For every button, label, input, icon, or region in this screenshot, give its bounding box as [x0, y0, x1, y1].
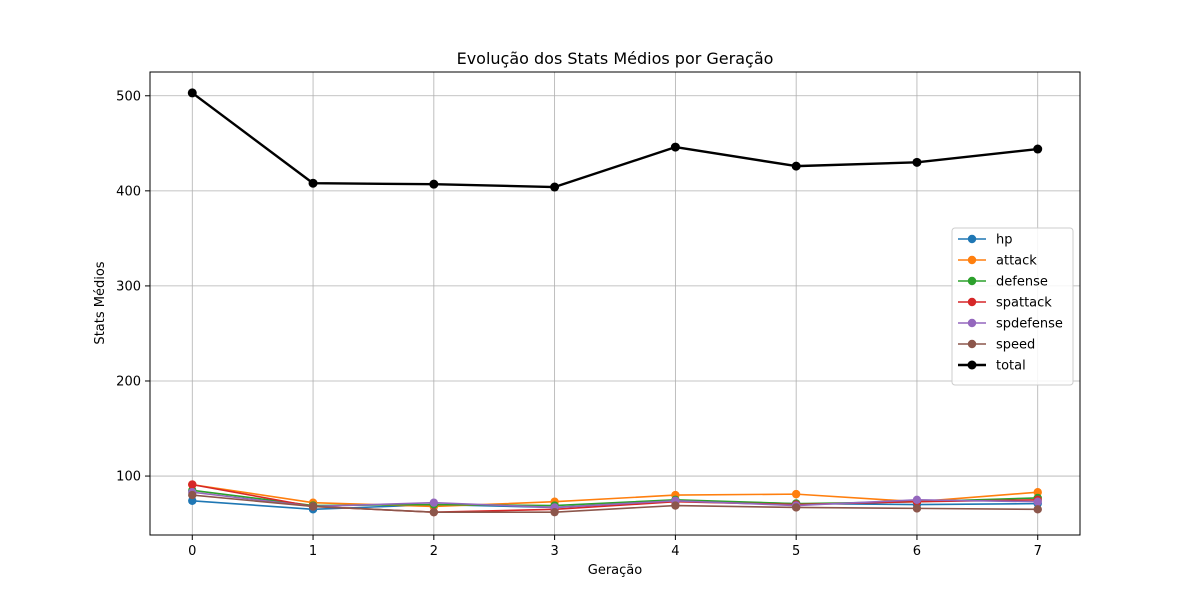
legend-label: total	[996, 359, 1026, 374]
x-tick-label: 6	[913, 544, 921, 559]
series-line-total	[191, 91, 1038, 189]
chart-title: Evolução dos Stats Médios por Geração	[457, 49, 774, 68]
legend-label: spdefense	[996, 317, 1063, 332]
legend-label: attack	[996, 254, 1037, 269]
data-point-total	[187, 88, 197, 98]
legend-item-spdefense: spdefense	[958, 317, 1063, 332]
data-point-total	[550, 182, 560, 192]
legend-swatch-marker	[967, 318, 977, 328]
y-tick-label: 500	[116, 89, 141, 104]
data-point-total	[429, 179, 439, 189]
series-speed	[188, 490, 1042, 517]
data-point-speed	[912, 504, 922, 513]
axis-ticks: 0 1 2 3 4 5 6 7 100 200 300 400 500	[116, 89, 1042, 559]
data-point-spdefense	[1033, 497, 1042, 506]
x-tick-label: 2	[430, 544, 438, 559]
y-tick-label: 200	[116, 374, 141, 389]
y-tick-label: 300	[116, 279, 141, 294]
series-line-spdefense	[192, 491, 1038, 509]
legend-label: defense	[996, 275, 1048, 290]
series-total	[187, 88, 1043, 192]
data-point-attack	[791, 489, 801, 499]
legend-label: hp	[996, 233, 1013, 248]
data-point-speed	[671, 501, 680, 510]
legend-item-total: total	[958, 359, 1026, 374]
legend-item-attack: attack	[958, 254, 1037, 269]
data-point-total	[1033, 144, 1043, 154]
data-point-total	[791, 161, 801, 171]
data-point-speed	[308, 502, 318, 511]
x-tick-label: 1	[309, 544, 317, 559]
x-tick-label: 4	[671, 544, 679, 559]
data-point-speed	[1033, 505, 1042, 514]
legend-label: speed	[996, 338, 1035, 353]
y-axis-label: Stats Médios	[93, 261, 108, 344]
legend-swatch-marker	[967, 360, 977, 370]
x-tick-label: 7	[1034, 544, 1042, 559]
y-tick-label: 400	[116, 184, 141, 199]
y-tick-label: 100	[116, 470, 141, 485]
x-tick-label: 5	[792, 544, 800, 559]
legend-item-spattack: spattack	[958, 296, 1052, 311]
legend-item-defense: defense	[958, 275, 1048, 290]
data-point-total	[912, 157, 922, 167]
data-point-spdefense	[912, 495, 922, 505]
legend-swatch-marker	[967, 255, 977, 265]
x-tick-label: 0	[188, 544, 196, 559]
data-point-spattack	[188, 480, 197, 489]
data-point-speed	[188, 490, 197, 500]
legend-item-hp: hp	[958, 233, 1013, 248]
data-point-total	[670, 142, 680, 152]
plot-frame	[149, 71, 1081, 536]
legend-swatch-marker	[967, 276, 977, 286]
legend-item-speed: speed	[958, 338, 1035, 353]
series-group	[187, 88, 1043, 517]
data-point-speed	[550, 507, 559, 517]
legend-box	[951, 227, 1074, 386]
x-tick-label: 3	[550, 544, 558, 559]
data-point-spdefense	[429, 498, 439, 507]
legend: hp attack defense spattack spdefense speed tot…	[951, 227, 1074, 386]
data-point-total	[308, 178, 318, 188]
legend-label: spattack	[996, 296, 1052, 311]
x-axis-label: Geração	[588, 563, 642, 578]
legend-swatch-marker	[967, 339, 977, 349]
legend-swatch-marker	[967, 297, 977, 307]
legend-swatch-marker	[967, 234, 977, 244]
series-line-speed	[192, 494, 1038, 513]
data-point-speed	[429, 507, 439, 517]
data-point-speed	[791, 503, 801, 512]
